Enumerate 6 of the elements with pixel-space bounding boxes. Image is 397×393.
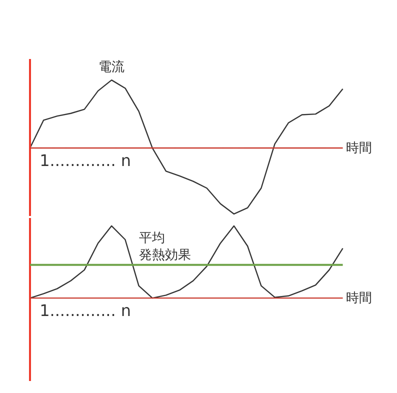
annotation: 1............. n — [40, 151, 132, 170]
text: 1............. n — [40, 301, 132, 320]
text: 電流 — [98, 59, 125, 76]
ref-line-label: 平均発熱効果 — [138, 230, 191, 263]
x-axis-title: 時間 — [346, 141, 372, 156]
x-axis-title: 時間 — [346, 291, 372, 306]
